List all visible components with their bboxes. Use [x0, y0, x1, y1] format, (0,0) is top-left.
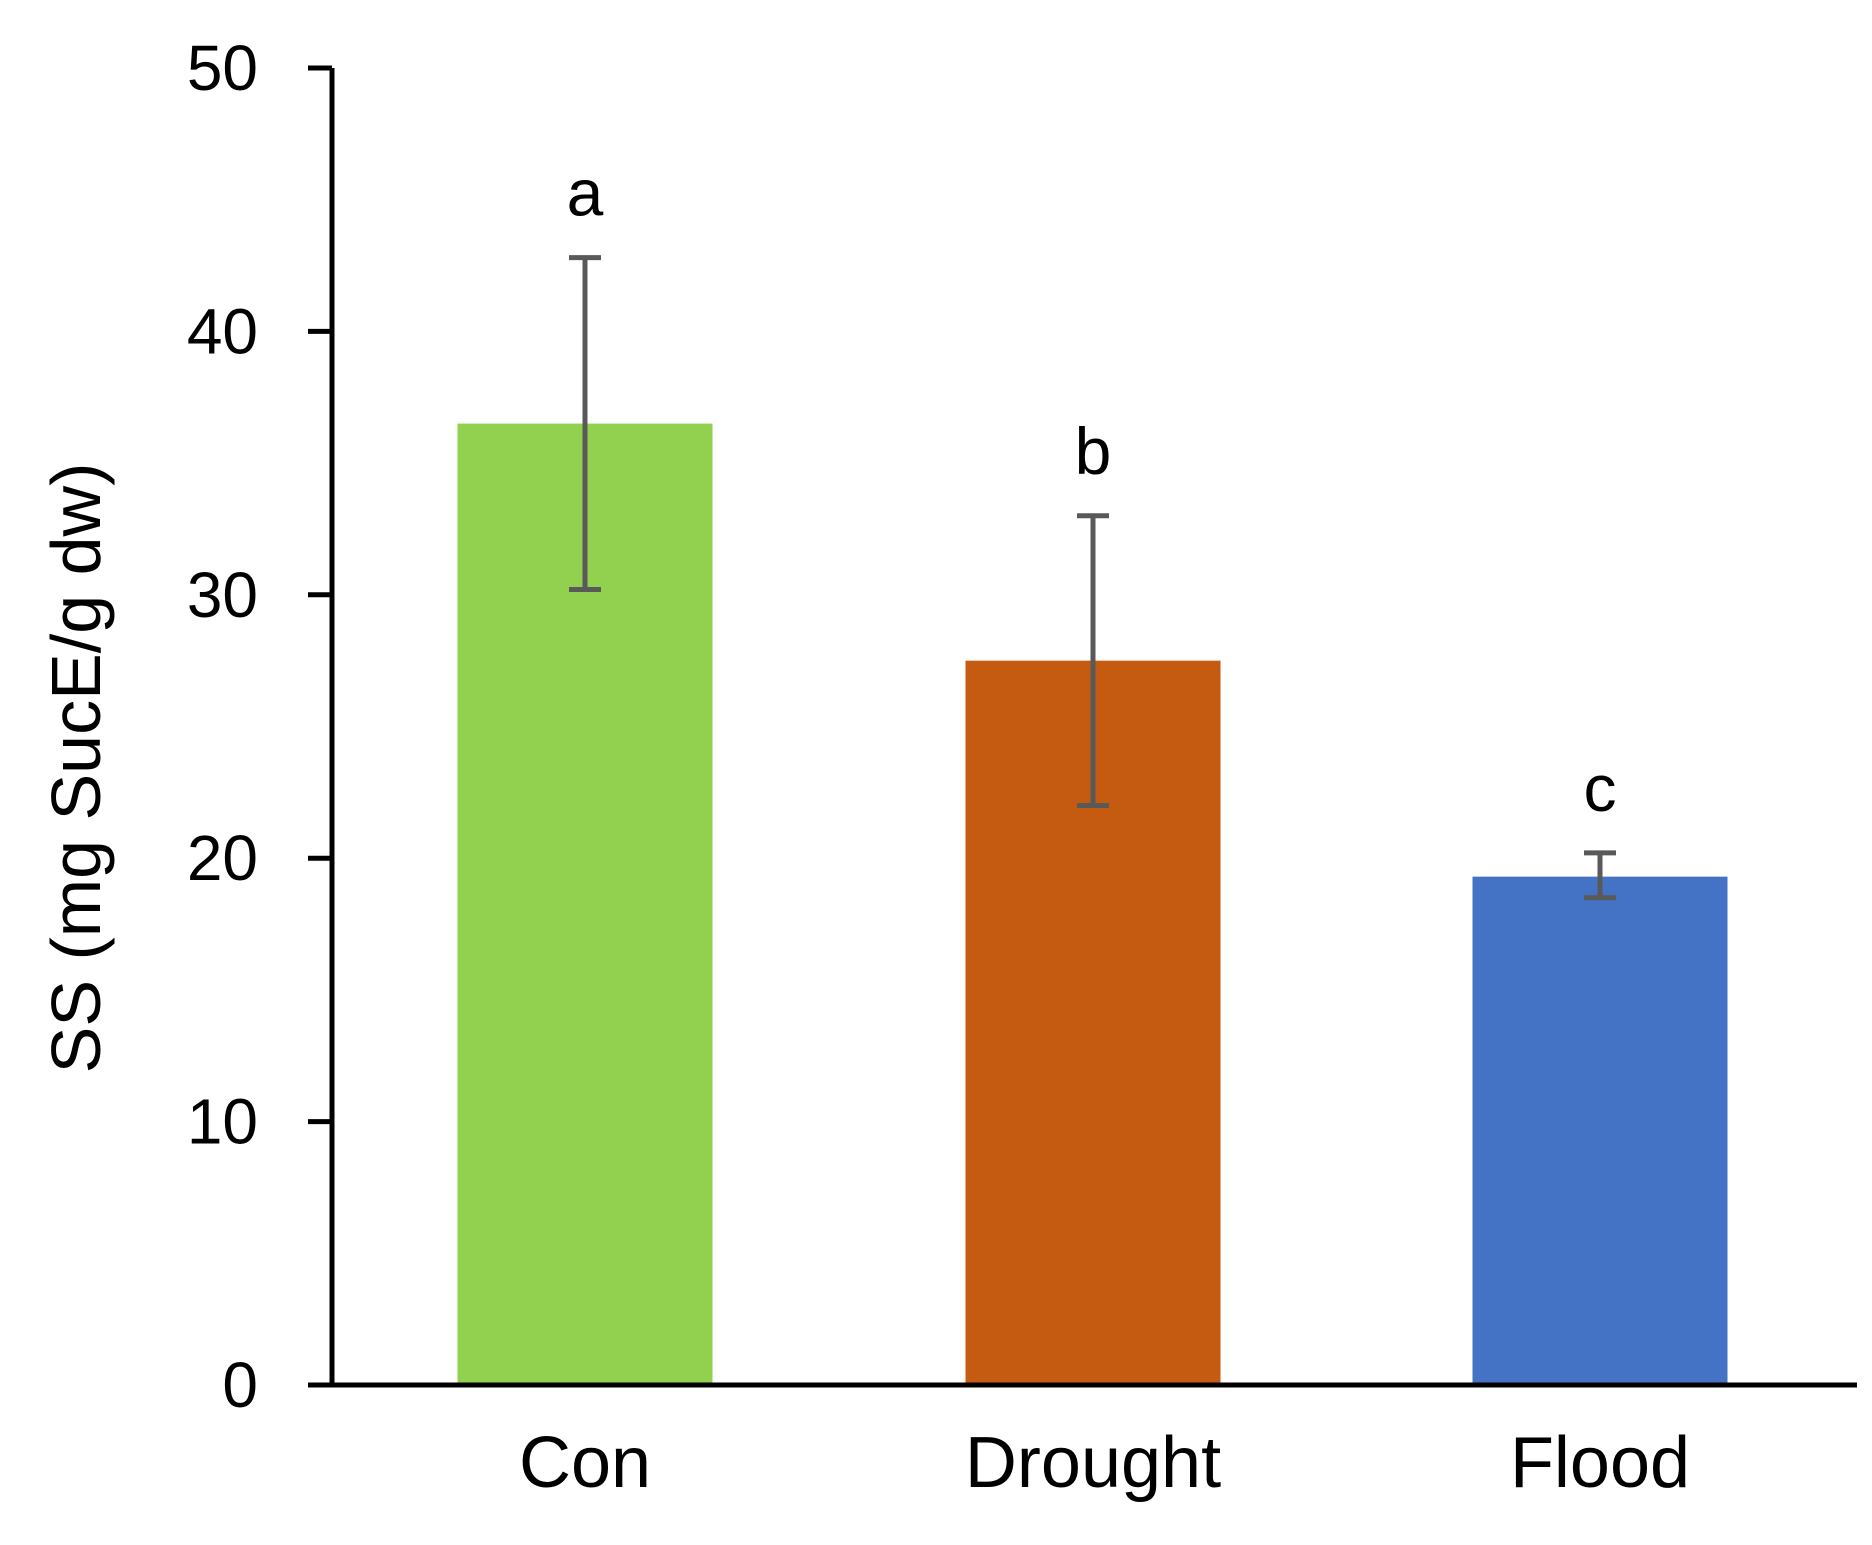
x-tick-label-flood: Flood [1510, 1423, 1690, 1503]
y-axis-title: SS (mg SucE/g dw) [37, 463, 115, 1074]
x-tick-label-drought: Drought [965, 1423, 1221, 1503]
error-bars-layer [569, 255, 1616, 901]
y-tick-label-10: 10 [187, 1086, 258, 1158]
y-tick-label-0: 0 [222, 1349, 258, 1421]
significance-letter-c: c [1584, 751, 1617, 825]
y-tick-label-40: 40 [187, 295, 258, 367]
significance-letter-b: b [1075, 414, 1112, 488]
significance-letter-a: a [567, 156, 604, 230]
y-tick-label-20: 20 [187, 822, 258, 894]
y-ticks-layer: 0 10 20 30 40 50 [187, 32, 332, 1421]
x-tick-label-con: Con [519, 1423, 651, 1503]
bar-flood [1472, 876, 1728, 1385]
y-tick-label-30: 30 [187, 559, 258, 631]
y-tick-label-50: 50 [187, 32, 258, 104]
axes-layer [308, 68, 1857, 1388]
labels-layer: Con Drought Flood a b c [519, 156, 1690, 1503]
